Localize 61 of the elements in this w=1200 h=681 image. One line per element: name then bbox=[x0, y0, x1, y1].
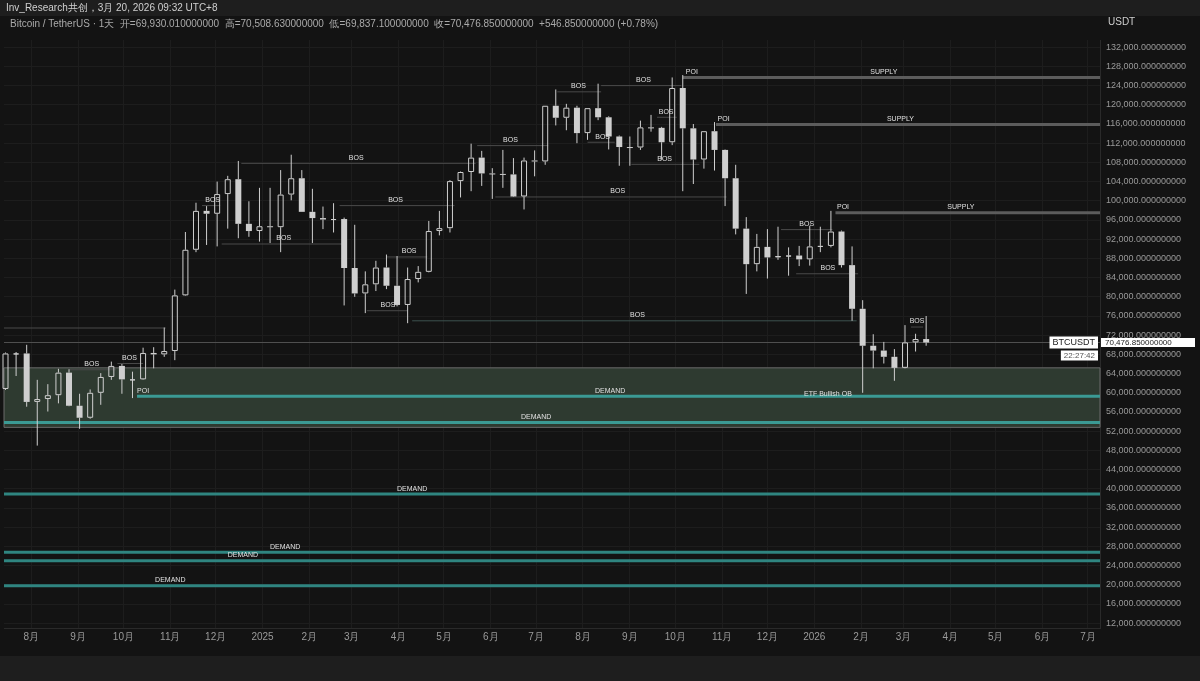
x-tick-label: 9月 bbox=[70, 630, 86, 642]
x-tick-label: 6月 bbox=[1034, 630, 1051, 642]
y-tick-label: 100,000.000000000 bbox=[1106, 195, 1187, 206]
y-tick-label: 20,000.000000000 bbox=[1106, 579, 1182, 590]
y-tick-label: 32,000.000000000 bbox=[1106, 521, 1182, 532]
y-tick-label: 68,000.000000000 bbox=[1106, 348, 1182, 359]
y-tick-label: 76,000.000000000 bbox=[1106, 310, 1182, 321]
y-tick-label: 56,000.000000000 bbox=[1106, 406, 1182, 417]
y-tick-label: 16,000.000000000 bbox=[1106, 598, 1182, 609]
x-tick-label: 12月 bbox=[205, 630, 227, 642]
y-tick-label: 60,000.000000000 bbox=[1106, 387, 1182, 398]
x-tick-label: 10月 bbox=[664, 630, 686, 642]
y-tick-label: 84,000.000000000 bbox=[1106, 272, 1182, 283]
y-tick-label: 64,000.000000000 bbox=[1106, 368, 1182, 379]
x-tick-label: 3月 bbox=[895, 630, 912, 642]
y-tick-label: 72,000.000000000 bbox=[1106, 329, 1182, 340]
x-tick-label: 4月 bbox=[942, 630, 959, 642]
x-tick-label: 2月 bbox=[301, 630, 318, 642]
y-tick-label: 120,000.000000000 bbox=[1106, 99, 1187, 110]
x-tick-label: 2025 bbox=[251, 630, 275, 642]
chart-title: Inv_Research共创，3月 20, 2026 09:32 UTC+8 bbox=[6, 1, 218, 13]
y-tick-label: 48,000.000000000 bbox=[1106, 444, 1182, 455]
x-tick-label: 2月 bbox=[853, 630, 869, 642]
x-tick-label: 5月 bbox=[436, 630, 452, 642]
y-tick-label: 104,000.000000000 bbox=[1106, 176, 1187, 187]
y-tick-label: 80,000.000000000 bbox=[1106, 291, 1182, 302]
x-tick-label: 5月 bbox=[987, 630, 1004, 642]
y-tick-label: 108,000.000000000 bbox=[1106, 156, 1187, 167]
y-tick-label: 128,000.000000000 bbox=[1106, 60, 1187, 71]
y-tick-label: 132,000.000000000 bbox=[1106, 41, 1187, 52]
y-tick-label: 96,000.000000000 bbox=[1106, 214, 1182, 225]
x-tick-label: 2026 bbox=[803, 630, 826, 642]
y-tick-label: 28,000.000000000 bbox=[1106, 540, 1182, 551]
x-tick-label: 10月 bbox=[112, 630, 134, 642]
y-tick-label: 40,000.000000000 bbox=[1106, 483, 1182, 494]
x-tick-label: 12月 bbox=[756, 630, 778, 642]
y-tick-label: 124,000.000000000 bbox=[1106, 80, 1187, 91]
y-tick-label: 44,000.000000000 bbox=[1106, 464, 1182, 475]
x-tick-label: 11月 bbox=[160, 630, 181, 642]
y-tick-label: 36,000.000000000 bbox=[1106, 502, 1182, 513]
text: 70,476.850000000 bbox=[1105, 337, 1173, 347]
y-tick-label: 112,000.000000000 bbox=[1106, 137, 1186, 148]
x-tick-label: 7月 bbox=[1080, 630, 1096, 642]
x-tick-label: 3月 bbox=[343, 630, 360, 642]
annotation: 22:27:42 bbox=[1063, 350, 1096, 360]
y-tick-label: 52,000.000000000 bbox=[1106, 425, 1182, 436]
y-tick-label: 88,000.000000000 bbox=[1106, 252, 1182, 263]
x-tick-label: 7月 bbox=[528, 630, 544, 642]
x-tick-label: 9月 bbox=[622, 630, 638, 642]
x-tick-label: 8月 bbox=[23, 630, 39, 642]
x-tick-label: 4月 bbox=[390, 630, 407, 642]
y-axis-title: USDT bbox=[1108, 15, 1136, 27]
y-tick-label: 12,000.000000000 bbox=[1106, 617, 1182, 628]
ref-line-label: BTCUSDT bbox=[1052, 337, 1096, 347]
x-tick-label: 6月 bbox=[482, 630, 499, 642]
x-tick-label: 8月 bbox=[575, 630, 591, 642]
y-tick-label: 24,000.000000000 bbox=[1106, 560, 1182, 571]
x-tick-label: 11月 bbox=[711, 630, 733, 642]
y-tick-label: 116,000.000000000 bbox=[1106, 118, 1186, 129]
y-tick-label: 92,000.000000000 bbox=[1106, 233, 1182, 244]
chart-subtitle: Bitcoin / TetherUS · 1天 开=69,930.010000000 高=70,508.630000000 低=69,837.100000000 收=70,476.850000000 +546.850000000 (+0.78%) bbox=[10, 17, 659, 29]
